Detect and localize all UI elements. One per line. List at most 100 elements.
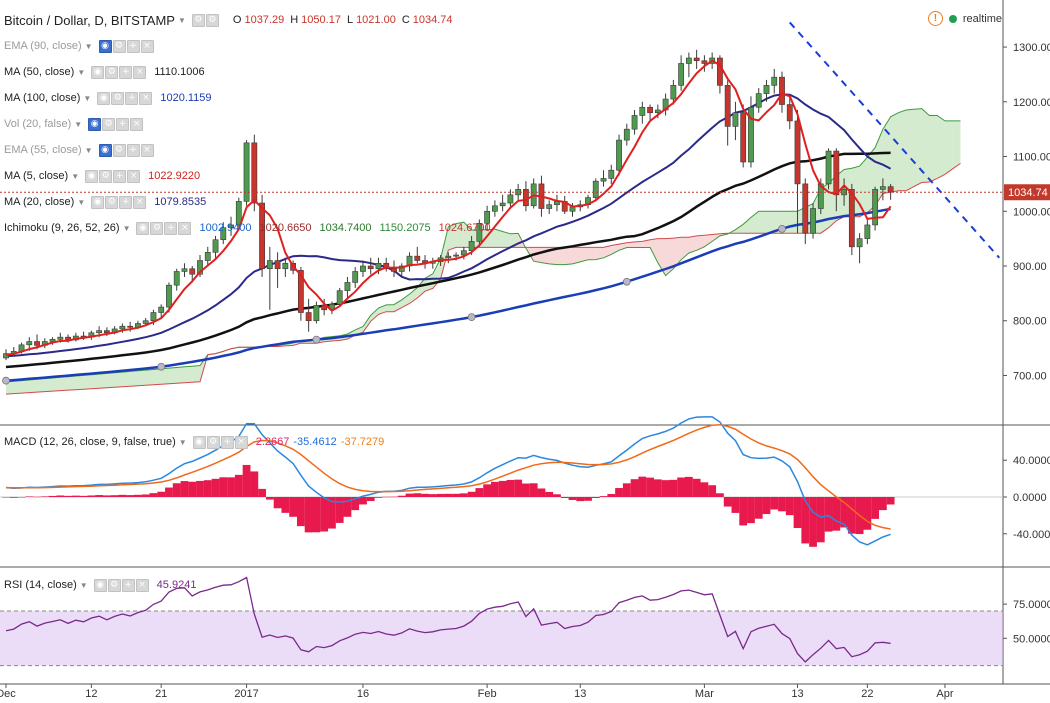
eye-icon[interactable]: ◉: [91, 195, 105, 209]
eye-icon[interactable]: ◉: [192, 435, 206, 449]
close-icon[interactable]: ×: [178, 221, 192, 235]
alert-icon[interactable]: !: [927, 11, 943, 26]
gear-icon[interactable]: ⚙: [111, 91, 125, 105]
macd-histogram-bar: [234, 474, 243, 497]
ichimoku-cloud: [758, 211, 767, 234]
close-icon[interactable]: ×: [127, 169, 141, 183]
ichimoku-cloud: [642, 239, 651, 248]
close-icon[interactable]: ×: [140, 143, 154, 157]
indicator-label[interactable]: MA (100, close): [4, 92, 81, 104]
plus-icon[interactable]: +: [125, 91, 139, 105]
eye-icon[interactable]: ◉: [91, 65, 105, 79]
chevron-down-icon[interactable]: ▼: [122, 223, 131, 233]
close-icon[interactable]: ×: [140, 39, 154, 53]
ichimoku-cloud: [168, 367, 177, 384]
ohlc-key-o: O: [232, 14, 242, 26]
eye-icon[interactable]: ◉: [93, 578, 107, 592]
ichimoku-cloud: [192, 365, 200, 383]
time-tick-label: 12: [85, 688, 97, 700]
macd-histogram-bar: [382, 496, 391, 498]
candle-up: [460, 250, 467, 256]
indicator-label[interactable]: MA (20, close): [4, 196, 75, 208]
indicator-value: 45.9241: [156, 579, 197, 591]
gear-icon[interactable]: ⚙: [150, 221, 164, 235]
gear-icon[interactable]: ⚙: [105, 195, 119, 209]
chevron-down-icon[interactable]: ▼: [84, 41, 93, 51]
candle-up: [360, 265, 366, 272]
plus-icon[interactable]: +: [126, 143, 140, 157]
rsi-line: [5, 576, 891, 663]
plus-icon[interactable]: +: [113, 169, 127, 183]
indicator-value: 1020.6650: [259, 222, 312, 234]
plus-icon[interactable]: +: [220, 435, 234, 449]
ichimoku-cloud: [937, 115, 945, 179]
settings-icon[interactable]: ⚙: [191, 13, 205, 27]
gear-icon[interactable]: ⚙: [206, 435, 220, 449]
ichimoku-cloud: [417, 278, 426, 299]
close-icon[interactable]: ×: [130, 117, 144, 131]
gear-icon[interactable]: ⚙: [99, 169, 113, 183]
chevron-down-icon[interactable]: ▼: [83, 93, 92, 103]
ichimoku-cloud: [161, 368, 169, 385]
macd-histogram-bar: [878, 497, 887, 511]
macd-histogram-bar: [537, 488, 546, 497]
macd-histogram-bar: [529, 483, 538, 497]
macd-histogram-bar: [522, 483, 530, 497]
chevron-down-icon[interactable]: ▼: [77, 197, 86, 207]
indicator-label[interactable]: Ichimoku (9, 26, 52, 26): [4, 222, 120, 234]
close-icon[interactable]: ×: [133, 65, 147, 79]
gear-icon[interactable]: ⚙: [107, 578, 121, 592]
eye-icon[interactable]: ◉: [88, 117, 102, 131]
chevron-down-icon[interactable]: ▼: [84, 145, 93, 155]
gear-icon[interactable]: ⚙: [112, 143, 126, 157]
ichimoku-cloud: [130, 370, 138, 387]
macd-label[interactable]: MACD (12, 26, close, 9, false, true): [4, 436, 176, 448]
plus-icon[interactable]: +: [119, 195, 133, 209]
rsi-label[interactable]: RSI (14, close): [4, 579, 77, 591]
chevron-down-icon[interactable]: ▼: [79, 580, 88, 590]
gear-icon[interactable]: ⚙: [205, 13, 219, 27]
rsi-band: [0, 610, 1003, 666]
eye-icon[interactable]: ◉: [98, 39, 112, 53]
chevron-down-icon[interactable]: ▼: [178, 437, 187, 447]
indicator-label[interactable]: Vol (20, false): [4, 118, 72, 130]
ichimoku-cloud: [68, 376, 76, 391]
eye-icon[interactable]: ◉: [98, 143, 112, 157]
macd-histogram-bar: [863, 497, 872, 530]
plus-icon[interactable]: +: [119, 65, 133, 79]
chevron-down-icon[interactable]: ▼: [71, 171, 80, 181]
ichimoku-cloud: [898, 110, 907, 191]
chevron-down-icon[interactable]: ▼: [177, 15, 186, 25]
eye-icon[interactable]: ◉: [136, 221, 150, 235]
gear-icon[interactable]: ⚙: [112, 39, 126, 53]
gear-icon[interactable]: ⚙: [105, 65, 119, 79]
plus-icon[interactable]: +: [164, 221, 178, 235]
indicator-label[interactable]: MA (5, close): [4, 170, 69, 182]
close-icon[interactable]: ×: [133, 195, 147, 209]
indicator-label[interactable]: EMA (55, close): [4, 144, 82, 156]
gear-icon[interactable]: ⚙: [102, 117, 116, 131]
macd-histogram-bar: [576, 497, 585, 502]
candle-down: [127, 325, 134, 328]
candle-up: [3, 353, 9, 359]
symbol-title[interactable]: Bitcoin / Dollar, D, BITSTAMP: [4, 12, 175, 28]
eye-icon[interactable]: ◉: [85, 169, 99, 183]
plus-icon[interactable]: +: [121, 578, 135, 592]
eye-icon[interactable]: ◉: [97, 91, 111, 105]
close-icon[interactable]: ×: [234, 435, 248, 449]
macd-histogram-bar: [871, 497, 880, 519]
close-icon[interactable]: ×: [139, 91, 153, 105]
indicator-label[interactable]: EMA (90, close): [4, 40, 82, 52]
plus-icon[interactable]: +: [126, 39, 140, 53]
chevron-down-icon[interactable]: ▼: [77, 67, 86, 77]
ichimoku-cloud: [448, 223, 457, 251]
close-icon[interactable]: ×: [135, 578, 149, 592]
macd-histogram-bar: [553, 494, 561, 497]
chevron-down-icon[interactable]: ▼: [74, 119, 83, 129]
plus-icon[interactable]: +: [116, 117, 130, 131]
price-tick-label: 800.00: [1013, 316, 1047, 328]
indicator-label[interactable]: MA (50, close): [4, 66, 75, 78]
ichimoku-cloud: [611, 244, 620, 255]
